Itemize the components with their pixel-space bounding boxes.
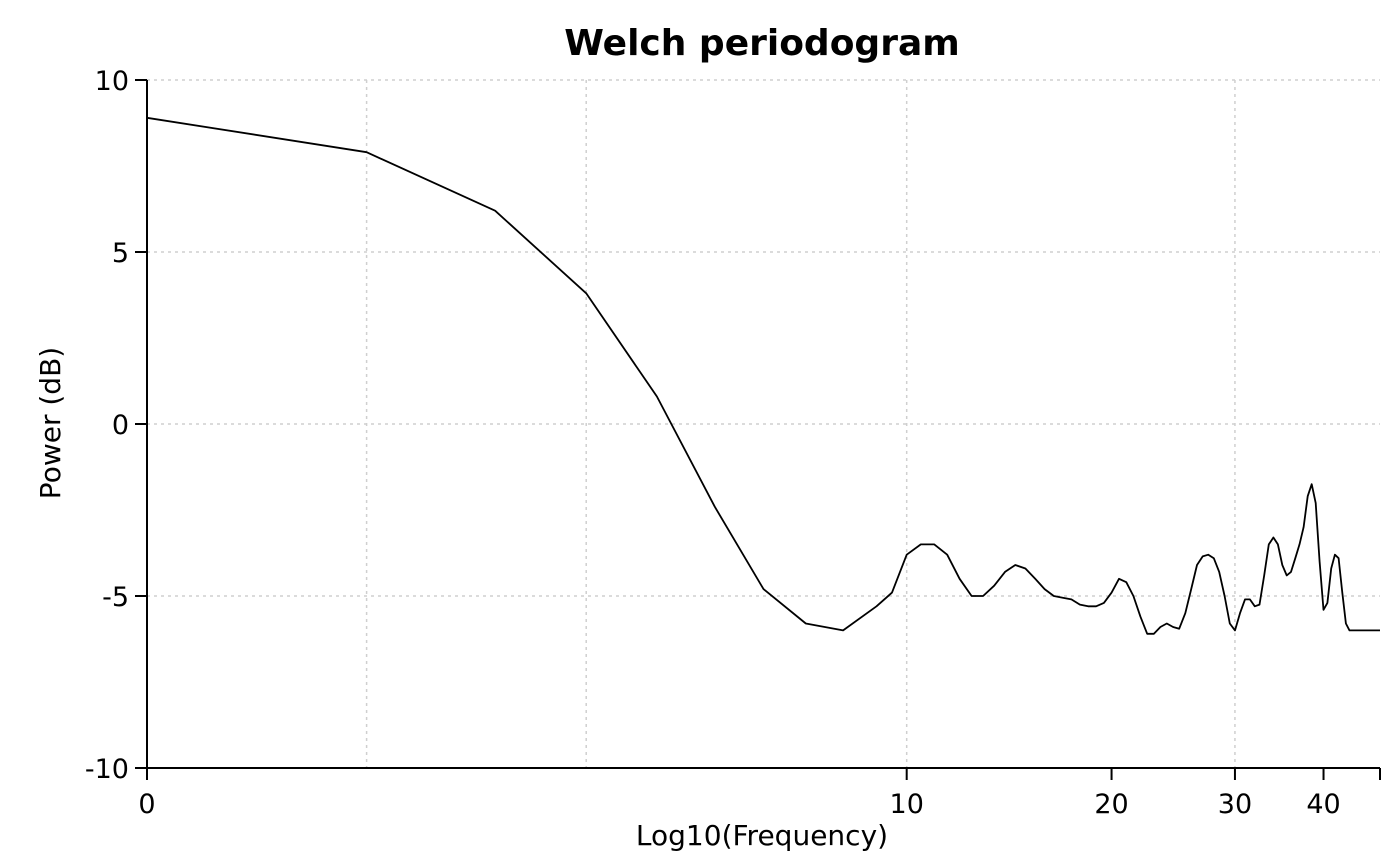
power-spectrum-line [146, 116, 1380, 635]
x-tick-label: 0 [138, 789, 155, 820]
x-tick-label: 10 [890, 789, 924, 820]
y-tick-label: -10 [85, 754, 129, 785]
y-axis-label: Power (dB) [34, 347, 67, 499]
y-tick-label: 10 [95, 66, 129, 97]
x-tick-label: 30 [1218, 789, 1252, 820]
series-layer [146, 116, 1380, 635]
y-tick-label: -5 [102, 582, 129, 613]
chart-title: Welch periodogram [564, 23, 960, 64]
ticks-layer: 10 5 0 -5 -10 0 10 20 30 40 [85, 66, 1381, 820]
x-axis-label: Log10(Frequency) [636, 819, 888, 852]
x-tick-label: 20 [1094, 789, 1128, 820]
y-tick-label: 0 [112, 410, 129, 441]
grid-layer [147, 79, 1380, 769]
x-tick-label: 40 [1306, 789, 1340, 820]
y-tick-label: 5 [112, 238, 129, 269]
